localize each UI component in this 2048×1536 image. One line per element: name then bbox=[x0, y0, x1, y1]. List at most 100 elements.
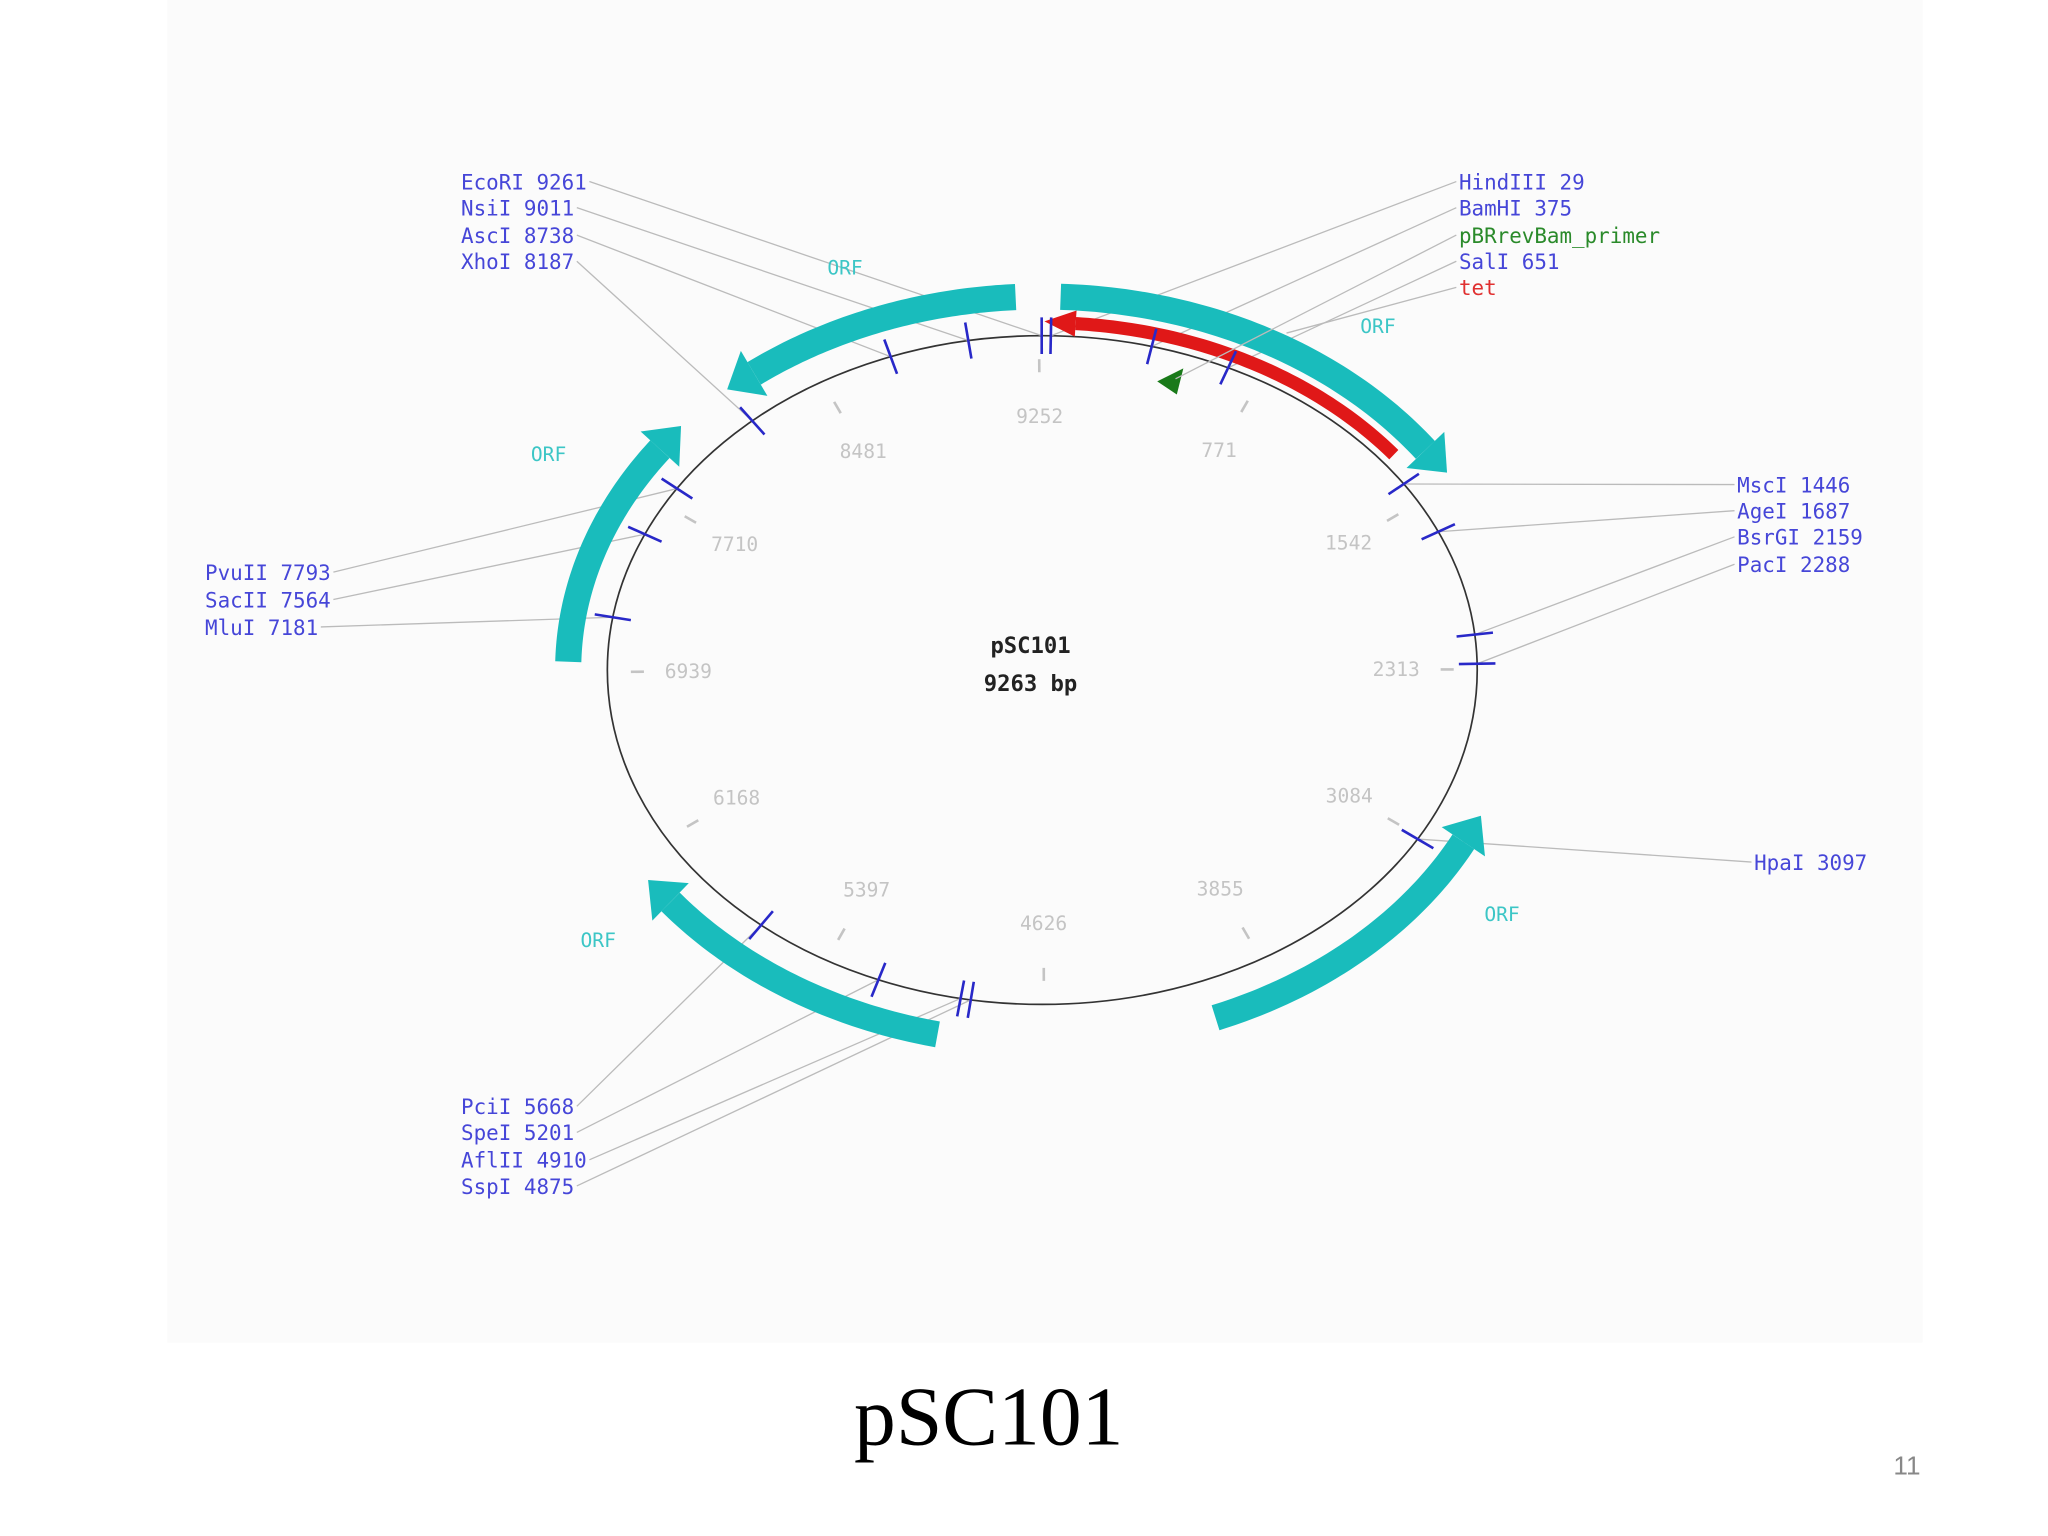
site-position: 2159 bbox=[1813, 526, 1863, 550]
site-name: AgeI bbox=[1737, 500, 1787, 524]
tick-mark bbox=[1387, 817, 1400, 826]
site-label: BamHI 375 bbox=[1459, 197, 1572, 221]
site-position: 3097 bbox=[1817, 851, 1867, 875]
cut-site bbox=[966, 981, 976, 1019]
cut-site bbox=[660, 477, 694, 500]
tick-label: 7710 bbox=[711, 533, 758, 556]
cut-site bbox=[748, 910, 774, 940]
site-position: 4875 bbox=[524, 1175, 574, 1199]
site-label: HindIII 29 bbox=[1459, 170, 1585, 194]
cut-site bbox=[883, 339, 899, 375]
orf-arc bbox=[1211, 834, 1475, 1031]
site-label: PvuII 7793 bbox=[205, 561, 331, 585]
site-label: AflII 4910 bbox=[461, 1149, 587, 1173]
site-position: 7793 bbox=[280, 561, 330, 585]
plasmid-length: 9263 bp bbox=[984, 671, 1078, 697]
site-name: NsiI bbox=[461, 197, 511, 221]
feature-label: pBRrevBam_primer bbox=[1459, 224, 1660, 248]
site-name: HpaI bbox=[1754, 851, 1804, 875]
site-label: EcoRI 9261 bbox=[461, 170, 587, 194]
tick-label: 771 bbox=[1201, 439, 1236, 462]
tick-label: 3855 bbox=[1197, 878, 1244, 901]
tet-arc bbox=[1075, 317, 1399, 460]
orf-arc bbox=[661, 892, 940, 1048]
site-label: XhoI 8187 bbox=[461, 250, 574, 274]
site-position: 5668 bbox=[524, 1095, 574, 1119]
site-label: MscI 1446 bbox=[1737, 473, 1850, 497]
site-label: SacII 7564 bbox=[205, 588, 331, 612]
leader-line bbox=[1286, 286, 1457, 334]
cut-site bbox=[594, 613, 632, 622]
tick-mark bbox=[833, 401, 842, 414]
tick-mark bbox=[836, 927, 846, 941]
site-name: XhoI bbox=[461, 250, 511, 274]
site-label: AgeI 1687 bbox=[1737, 500, 1850, 524]
cut-site bbox=[1145, 328, 1158, 365]
plasmid-map: ORF ORF ORF ORF ORF 9252 771 1542 2313 3084 3855 46… bbox=[205, 170, 1867, 1198]
site-name: SpeI bbox=[461, 1121, 511, 1145]
site-label: MluI 7181 bbox=[205, 616, 318, 640]
plasmid-name: pSC101 bbox=[990, 633, 1070, 659]
site-position: 8187 bbox=[524, 250, 574, 274]
site-name: BsrGI bbox=[1737, 526, 1800, 550]
site-name: BamHI bbox=[1459, 197, 1522, 221]
orf-arc-head bbox=[648, 880, 689, 921]
tick-label: 8481 bbox=[840, 440, 887, 463]
tick-mark bbox=[1386, 513, 1399, 522]
cut-site bbox=[1219, 350, 1238, 385]
site-name: PvuII bbox=[205, 561, 268, 585]
site-label: AscI 8738 bbox=[461, 224, 574, 248]
leader-line bbox=[1175, 234, 1457, 380]
cut-site bbox=[739, 406, 766, 436]
tick-mark bbox=[684, 515, 697, 524]
cut-site bbox=[627, 525, 663, 543]
orf-arc-head bbox=[1441, 815, 1485, 857]
orf-arc-head bbox=[640, 425, 682, 467]
orf-arc bbox=[1060, 283, 1435, 459]
orf-label: ORF bbox=[531, 443, 566, 466]
site-position: 375 bbox=[1534, 197, 1572, 221]
leader-line bbox=[1474, 536, 1735, 636]
orf-arc-head bbox=[1406, 431, 1448, 473]
cut-site bbox=[1387, 472, 1420, 496]
orf-arc-head bbox=[727, 350, 768, 396]
site-name: SalI bbox=[1459, 250, 1509, 274]
site-position: 651 bbox=[1522, 250, 1560, 274]
site-label: SalI 651 bbox=[1459, 250, 1560, 274]
site-position: 7181 bbox=[268, 616, 318, 640]
orf-arc bbox=[555, 440, 670, 663]
leader-line bbox=[1476, 563, 1735, 665]
site-label: SspI 4875 bbox=[461, 1175, 574, 1199]
cut-site bbox=[963, 322, 973, 359]
tick-label: 9252 bbox=[1016, 405, 1063, 428]
site-name: MluI bbox=[205, 616, 255, 640]
site-position: 2288 bbox=[1800, 553, 1850, 577]
cut-site bbox=[1456, 631, 1494, 638]
site-name: HindIII bbox=[1459, 170, 1547, 194]
site-name: PacI bbox=[1737, 553, 1787, 577]
primer-marker bbox=[1157, 368, 1184, 395]
orf-label: ORF bbox=[581, 929, 616, 952]
site-label: NsiI 9011 bbox=[461, 197, 574, 221]
cut-site bbox=[1401, 828, 1435, 850]
site-label: PacI 2288 bbox=[1737, 553, 1850, 577]
cut-site bbox=[1421, 522, 1456, 541]
site-name: MscI bbox=[1737, 473, 1787, 497]
site-name: EcoRI bbox=[461, 170, 524, 194]
tick-mark bbox=[1240, 400, 1249, 413]
leader-line bbox=[1403, 483, 1735, 486]
site-position: 1687 bbox=[1800, 500, 1850, 524]
slide-number: 11 bbox=[1893, 1451, 1920, 1481]
tick-label: 6168 bbox=[713, 786, 760, 809]
slide-title: pSC101 bbox=[854, 1372, 1123, 1464]
site-position: 4910 bbox=[536, 1149, 586, 1173]
tick-label: 2313 bbox=[1373, 658, 1420, 681]
tick-label: 4626 bbox=[1020, 912, 1067, 935]
site-label: HpaI 3097 bbox=[1754, 851, 1867, 875]
cut-site bbox=[870, 962, 887, 998]
site-name: SacII bbox=[205, 588, 268, 612]
cut-site bbox=[1049, 317, 1053, 355]
leader-line bbox=[576, 260, 753, 422]
orf-label: ORF bbox=[1360, 315, 1395, 338]
